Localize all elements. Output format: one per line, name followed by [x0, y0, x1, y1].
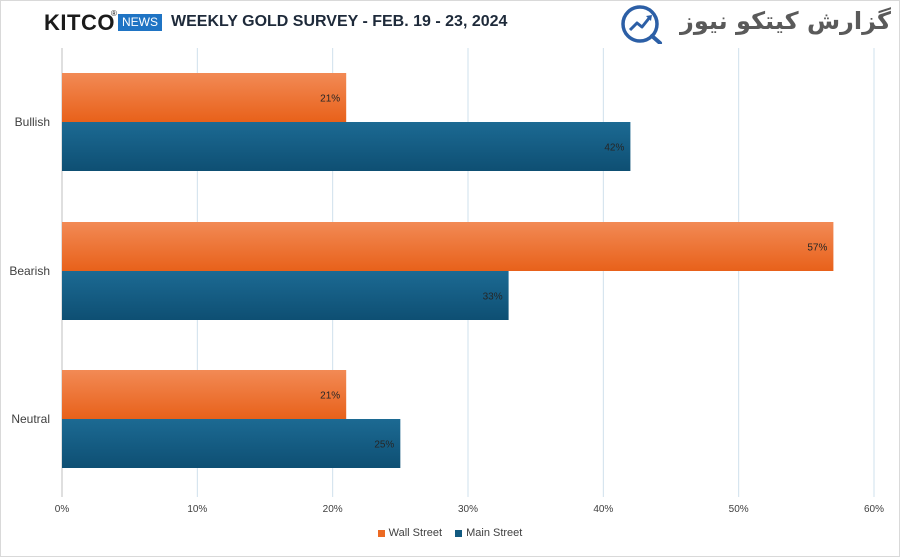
- data-label: 33%: [483, 292, 503, 303]
- category-label: Neutral: [11, 412, 50, 426]
- bar-wall-street: [62, 370, 347, 419]
- bar-main-street: [62, 122, 631, 171]
- x-tick-label: 40%: [593, 504, 613, 515]
- x-tick-label: 50%: [729, 504, 749, 515]
- data-label: 25%: [374, 440, 394, 451]
- chart-header: KITCO ® NEWS WEEKLY GOLD SURVEY - FEB. 1…: [0, 0, 900, 48]
- legend-label-wall-street: Wall Street: [388, 527, 443, 539]
- data-label: 21%: [320, 94, 340, 105]
- data-label: 57%: [807, 243, 827, 254]
- legend-swatch-main-street: [455, 529, 463, 537]
- x-tick-label: 20%: [323, 504, 343, 515]
- bar-wall-street: [62, 222, 834, 271]
- x-tick-label: 30%: [458, 504, 478, 515]
- data-label: 21%: [320, 391, 340, 402]
- legend: Wall Street Main Street: [0, 527, 900, 540]
- category-label: Bullish: [15, 115, 50, 129]
- legend-label-main-street: Main Street: [466, 527, 523, 539]
- x-tick-label: 60%: [864, 504, 884, 515]
- bar-main-street: [62, 271, 509, 320]
- legend-swatch-wall-street: [377, 529, 385, 537]
- chart-title: WEEKLY GOLD SURVEY - FEB. 19 - 23, 2024: [171, 13, 508, 30]
- bar-main-street: [62, 419, 401, 468]
- trend-chart-icon: [621, 5, 662, 45]
- registered-mark: ®: [111, 9, 117, 18]
- kitco-logo: KITCO: [44, 10, 115, 35]
- legend-item-wall-street: Wall Street: [377, 527, 443, 539]
- news-badge: NEWS: [118, 14, 162, 31]
- x-tick-label: 0%: [55, 504, 70, 515]
- bar-wall-street: [62, 73, 347, 122]
- watermark-logo: گزارش کیتکو نیوز: [620, 4, 891, 45]
- category-label: Bearish: [9, 264, 50, 278]
- legend-item-main-street: Main Street: [455, 527, 522, 539]
- data-label: 42%: [604, 143, 624, 154]
- x-tick-label: 10%: [187, 504, 207, 515]
- watermark-text: گزارش کیتکو نیوز: [680, 7, 891, 35]
